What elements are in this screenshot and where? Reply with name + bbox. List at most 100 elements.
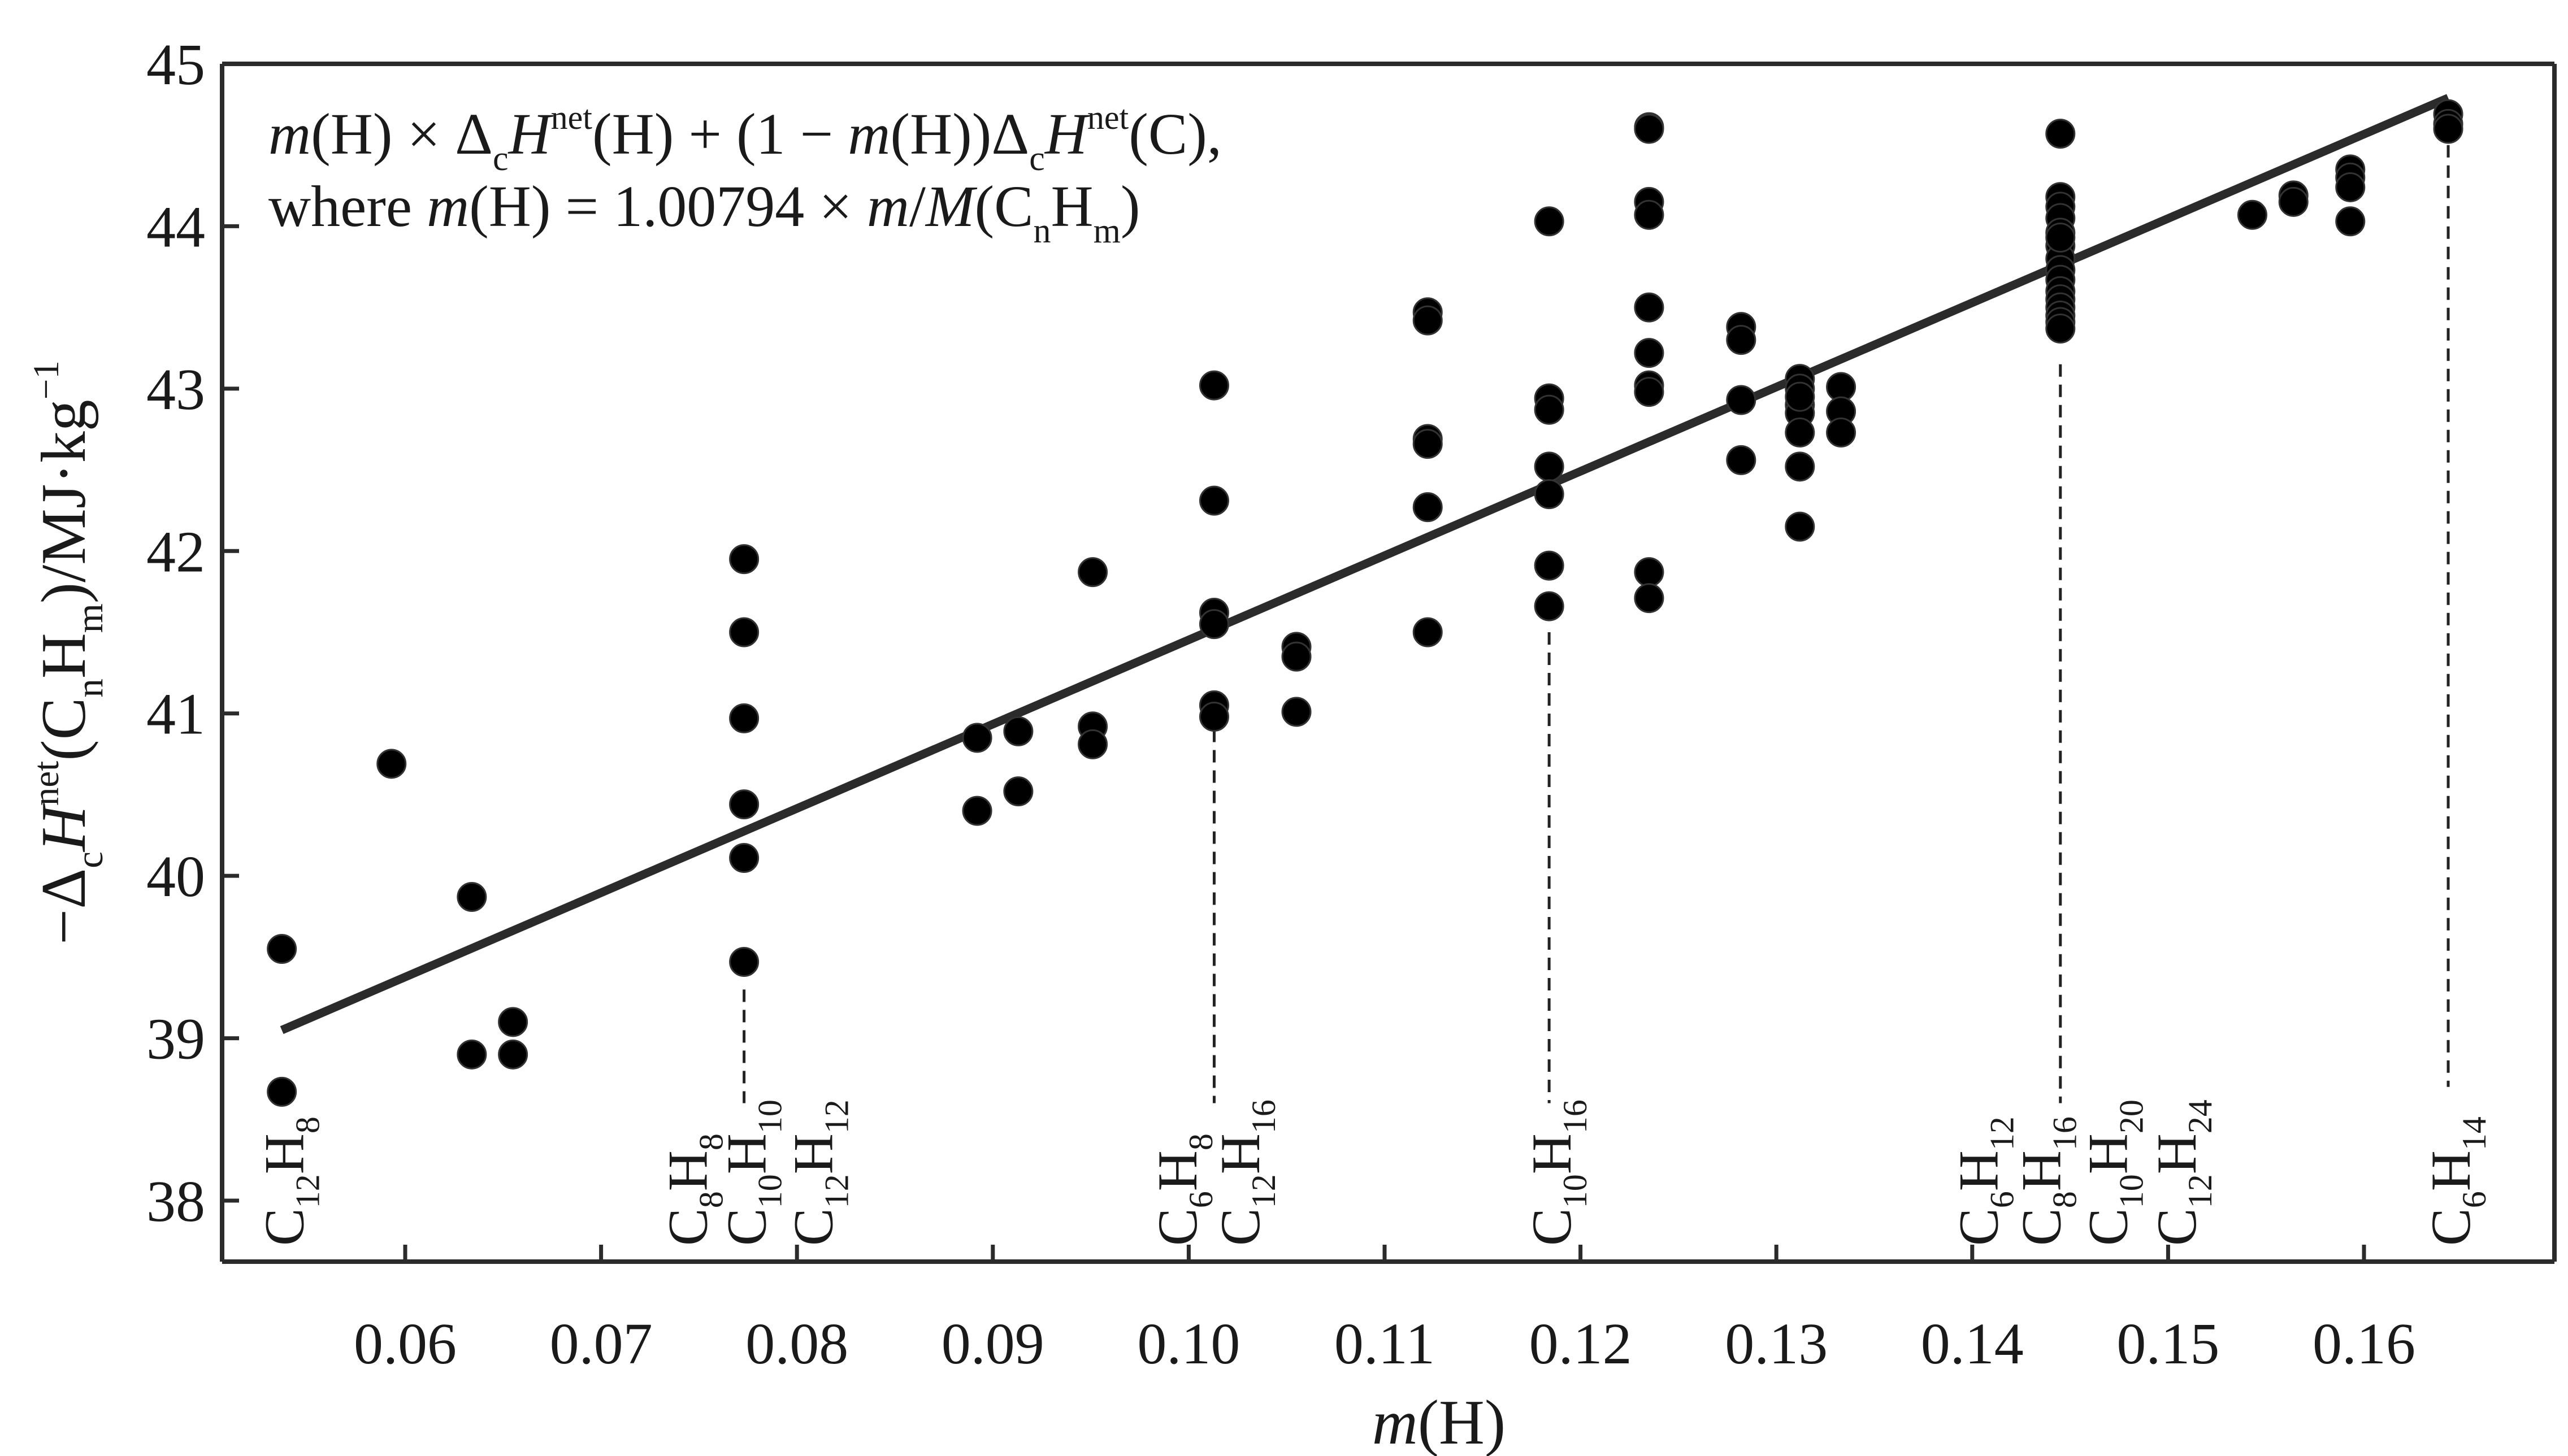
text-fragment: 12 xyxy=(289,1174,327,1208)
text-fragment: H xyxy=(1209,1133,1272,1174)
text-fragment: H xyxy=(1146,1150,1209,1191)
text-fragment: 10 xyxy=(752,1174,789,1208)
x-tick-label: 0.12 xyxy=(1529,1311,1632,1376)
text-fragment: (C), xyxy=(1129,102,1222,167)
text-fragment: 8 xyxy=(1182,1133,1220,1150)
text-fragment: 6 xyxy=(1984,1191,2021,1208)
data-point xyxy=(2045,119,2076,149)
text-fragment: m xyxy=(848,102,890,167)
x-axis-title: m(H) xyxy=(1372,1388,1506,1456)
compound-labels: C12H8C8H8C10H10C12H12C6H8C12H16C10H16C6H… xyxy=(253,1099,2493,1246)
text-fragment: 10 xyxy=(2112,1174,2150,1208)
text-fragment: 20 xyxy=(2112,1099,2150,1133)
text-fragment: H xyxy=(1044,102,1090,167)
data-point xyxy=(1634,199,1664,230)
data-point xyxy=(1199,370,1229,401)
data-point xyxy=(1281,697,1312,727)
text-fragment: H xyxy=(29,803,99,853)
text-fragment: 14 xyxy=(2456,1116,2493,1150)
data-point xyxy=(1534,591,1564,621)
text-fragment: (H) = 1.00794 × xyxy=(469,174,867,239)
formula-annotation: m(H) × ΔcHnet(H) + (1 − m(H))ΔcHnet(C),w… xyxy=(268,99,1222,250)
data-point xyxy=(1785,417,1815,447)
text-fragment: −1 xyxy=(26,360,67,399)
text-fragment: (H) + (1 − xyxy=(592,102,848,167)
data-point xyxy=(1003,716,1034,746)
text-fragment: H xyxy=(2010,1150,2073,1191)
formula-line-2: where m(H) = 1.00794 × m/M(CnHm) xyxy=(268,174,1140,250)
text-fragment: M xyxy=(925,174,978,239)
data-point xyxy=(1199,485,1229,516)
text-fragment: C xyxy=(1146,1208,1209,1246)
text-fragment: H xyxy=(2145,1133,2208,1174)
fit-line-group xyxy=(280,94,2450,1035)
text-fragment: net xyxy=(26,761,67,806)
data-point xyxy=(2335,172,2366,202)
text-fragment: 12 xyxy=(2181,1174,2219,1208)
x-tick-label: 0.09 xyxy=(942,1311,1044,1376)
text-fragment: C xyxy=(715,1208,778,1246)
text-fragment: C xyxy=(2010,1208,2073,1246)
text-fragment: H xyxy=(715,1133,778,1174)
text-fragment: c xyxy=(1029,140,1045,178)
text-fragment: H xyxy=(1947,1150,2010,1191)
data-point xyxy=(2278,186,2309,217)
text-fragment: C xyxy=(253,1208,316,1246)
data-point xyxy=(1534,206,1564,237)
text-fragment: 12 xyxy=(818,1099,855,1133)
data-point xyxy=(2433,114,2463,144)
x-tick-label: 0.10 xyxy=(1137,1311,1240,1376)
text-fragment: c xyxy=(69,851,111,868)
x-tick-label: 0.14 xyxy=(1921,1311,2024,1376)
data-point xyxy=(267,933,297,964)
x-tick-label: 0.13 xyxy=(1725,1311,1828,1376)
x-tick-label: 0.08 xyxy=(745,1311,848,1376)
compound-label: C10H16 xyxy=(1520,1099,1594,1246)
compound-label: C6H8 xyxy=(1146,1133,1220,1246)
data-point xyxy=(1785,511,1815,542)
text-fragment: m xyxy=(69,603,111,633)
text-fragment: H xyxy=(657,1150,719,1191)
data-point xyxy=(376,749,407,779)
text-fragment: H xyxy=(782,1133,844,1174)
text-fragment: 8 xyxy=(693,1191,730,1208)
dashed-guide-lines xyxy=(743,145,2450,1103)
text-fragment: H xyxy=(1051,174,1094,239)
text-fragment: (H) × Δ xyxy=(311,102,493,167)
data-point xyxy=(729,544,760,575)
compound-label: C12H8 xyxy=(253,1116,327,1246)
compound-label: C12H12 xyxy=(782,1099,855,1246)
data-point xyxy=(1199,701,1229,732)
data-point xyxy=(1726,445,1756,475)
data-point xyxy=(1534,479,1564,510)
x-tick-label: 0.15 xyxy=(2116,1311,2219,1376)
compound-label: C12H16 xyxy=(1209,1099,1282,1246)
data-point xyxy=(267,1076,297,1107)
y-axis-ticks: 38 39 40 41 42 43 44 45 xyxy=(146,32,239,1234)
text-fragment: 16 xyxy=(1245,1099,1282,1133)
text-fragment: C xyxy=(657,1208,719,1246)
text-fragment: n xyxy=(1034,212,1051,250)
data-point xyxy=(1412,305,1443,336)
x-tick-label: 0.06 xyxy=(354,1311,457,1376)
compound-label: C10H10 xyxy=(715,1099,789,1246)
data-point xyxy=(1826,417,1856,447)
data-point xyxy=(457,1039,487,1070)
text-fragment: (C xyxy=(29,698,99,761)
compound-label: C10H20 xyxy=(2076,1099,2150,1246)
compound-label: C6H14 xyxy=(2419,1116,2493,1246)
data-point xyxy=(2237,199,2267,230)
text-fragment: H xyxy=(29,633,99,679)
formula-line-1: m(H) × ΔcHnet(H) + (1 − m(H))ΔcHnet(C), xyxy=(268,99,1222,178)
text-fragment: H xyxy=(2076,1133,2139,1174)
text-fragment: 6 xyxy=(1182,1191,1220,1208)
text-fragment: 8 xyxy=(289,1116,327,1133)
compound-label: C8H16 xyxy=(2010,1116,2084,1246)
y-tick-label: 45 xyxy=(146,32,205,97)
plot-frame xyxy=(220,62,2557,1264)
text-fragment: ) xyxy=(1121,174,1140,239)
data-point xyxy=(498,1039,528,1070)
data-point xyxy=(962,723,992,753)
